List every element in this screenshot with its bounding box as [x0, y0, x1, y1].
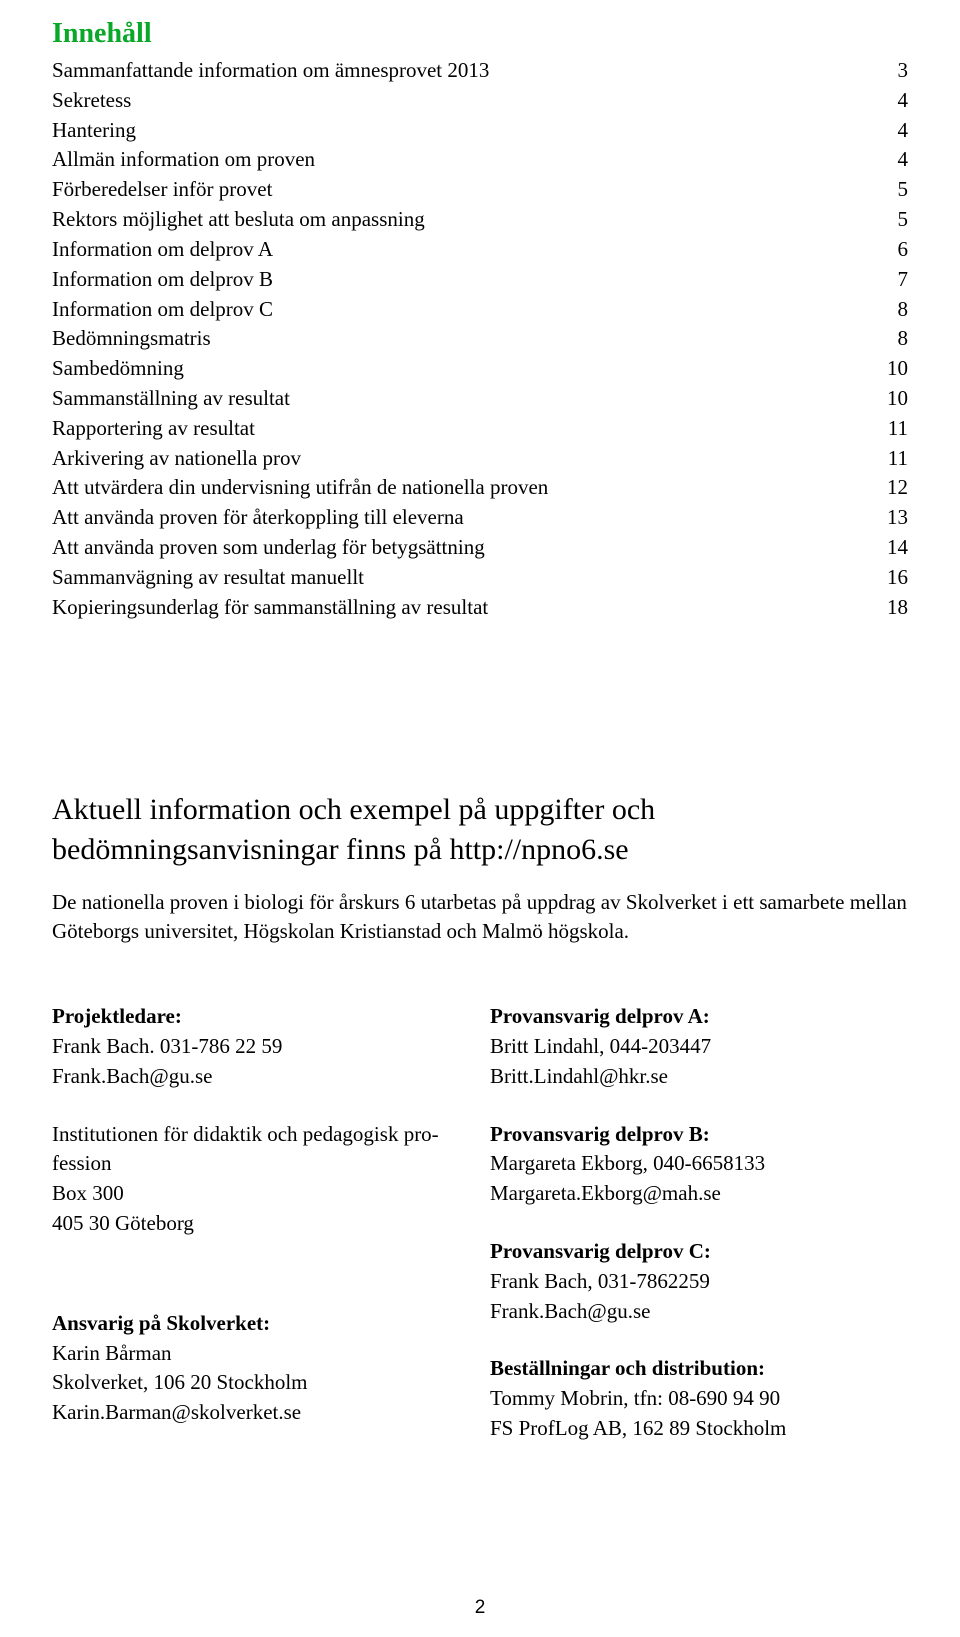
toc-label: Hantering [52, 116, 838, 146]
delprov-a-title: Provansvarig delprov A: [490, 1002, 908, 1032]
delprov-c-title: Provansvarig delprov C: [490, 1237, 908, 1267]
institution-line: Institutionen för didaktik och pedagogis… [52, 1120, 470, 1150]
bestallningar-org: FS ProfLog AB, 162 89 Stockholm [490, 1414, 908, 1444]
ansvarig-org: Skolverket, 106 20 Stockholm [52, 1368, 470, 1398]
delprov-c-block: Provansvarig delprov C: Frank Bach, 031-… [490, 1237, 908, 1326]
projektledare-block: Projektledare: Frank Bach. 031-786 22 59… [52, 1002, 470, 1091]
toc-label: Kopieringsunderlag för sammanställning a… [52, 593, 838, 623]
page-number: 2 [0, 1597, 960, 1619]
bestallningar-block: Beställningar och distribution: Tommy Mo… [490, 1354, 908, 1443]
toc-page: 10 [838, 354, 908, 384]
toc-label: Sammanställning av resultat [52, 384, 838, 414]
toc-row: Information om delprov C8 [52, 295, 908, 325]
toc-page: 18 [838, 593, 908, 623]
table-of-contents: Sammanfattande information om ämnesprove… [52, 56, 908, 622]
toc-title: Innehåll [52, 18, 908, 50]
toc-page: 5 [838, 175, 908, 205]
toc-page: 8 [838, 295, 908, 325]
toc-label: Sambedömning [52, 354, 838, 384]
institution-line: fession [52, 1149, 470, 1179]
delprov-b-name: Margareta Ekborg, 040-6658133 [490, 1149, 908, 1179]
toc-row: Sekretess4 [52, 86, 908, 116]
delprov-b-title: Provansvarig delprov B: [490, 1120, 908, 1150]
bestallningar-name: Tommy Mobrin, tfn: 08-690 94 90 [490, 1384, 908, 1414]
delprov-a-email: Britt.Lindahl@hkr.se [490, 1062, 908, 1092]
projektledare-name: Frank Bach. 031-786 22 59 [52, 1032, 470, 1062]
institution-line: Box 300 [52, 1179, 470, 1209]
toc-page: 10 [838, 384, 908, 414]
toc-page: 4 [838, 86, 908, 116]
toc-label: Rapportering av resultat [52, 414, 838, 444]
toc-row: Att utvärdera din undervisning utifrån d… [52, 473, 908, 503]
delprov-a-block: Provansvarig delprov A: Britt Lindahl, 0… [490, 1002, 908, 1091]
bestallningar-title: Beställningar och distribution: [490, 1354, 908, 1384]
toc-page: 4 [838, 116, 908, 146]
institution-line: 405 30 Göteborg [52, 1209, 470, 1239]
toc-label: Bedömningsmatris [52, 324, 838, 354]
toc-label: Förberedelser inför provet [52, 175, 838, 205]
toc-page: 12 [838, 473, 908, 503]
toc-row: Information om delprov B7 [52, 265, 908, 295]
toc-row: Att använda proven för återkoppling till… [52, 503, 908, 533]
projektledare-title: Projektledare: [52, 1002, 470, 1032]
toc-page: 3 [838, 56, 908, 86]
right-column: Provansvarig delprov A: Britt Lindahl, 0… [490, 1002, 908, 1472]
toc-row: Förberedelser inför provet5 [52, 175, 908, 205]
ansvarig-block: Ansvarig på Skolverket: Karin Bårman Sko… [52, 1309, 470, 1428]
toc-page: 7 [838, 265, 908, 295]
delprov-c-name: Frank Bach, 031-7862259 [490, 1267, 908, 1297]
toc-row: Att använda proven som underlag för bety… [52, 533, 908, 563]
toc-row: Kopieringsunderlag för sammanställning a… [52, 593, 908, 623]
toc-page: 8 [838, 324, 908, 354]
toc-row: Sambedömning10 [52, 354, 908, 384]
toc-page: 16 [838, 563, 908, 593]
toc-label: Sammanvägning av resultat manuellt [52, 563, 838, 593]
delprov-a-name: Britt Lindahl, 044-203447 [490, 1032, 908, 1062]
toc-label: Att använda proven som underlag för bety… [52, 533, 838, 563]
ansvarig-title: Ansvarig på Skolverket: [52, 1309, 470, 1339]
delprov-b-email: Margareta.Ekborg@mah.se [490, 1179, 908, 1209]
aktuell-heading-line1: Aktuell information och exempel på uppgi… [52, 790, 908, 830]
toc-label: Allmän information om proven [52, 145, 838, 175]
aktuell-body: De nationella proven i biologi för årsku… [52, 888, 908, 946]
toc-label: Sekretess [52, 86, 838, 116]
toc-row: Bedömningsmatris8 [52, 324, 908, 354]
toc-page: 11 [838, 414, 908, 444]
delprov-c-email: Frank.Bach@gu.se [490, 1297, 908, 1327]
toc-row: Rektors möjlighet att besluta om anpassn… [52, 205, 908, 235]
toc-row: Information om delprov A6 [52, 235, 908, 265]
toc-label: Sammanfattande information om ämnesprove… [52, 56, 838, 86]
toc-label: Information om delprov C [52, 295, 838, 325]
delprov-b-block: Provansvarig delprov B: Margareta Ekborg… [490, 1120, 908, 1209]
toc-label: Att utvärdera din undervisning utifrån d… [52, 473, 838, 503]
left-column: Projektledare: Frank Bach. 031-786 22 59… [52, 1002, 470, 1472]
toc-page: 4 [838, 145, 908, 175]
toc-label: Rektors möjlighet att besluta om anpassn… [52, 205, 838, 235]
institution-block: Institutionen för didaktik och pedagogis… [52, 1120, 470, 1239]
toc-row: Sammanvägning av resultat manuellt16 [52, 563, 908, 593]
projektledare-email: Frank.Bach@gu.se [52, 1062, 470, 1092]
toc-page: 11 [838, 444, 908, 474]
toc-label: Information om delprov A [52, 235, 838, 265]
toc-page: 5 [838, 205, 908, 235]
toc-label: Information om delprov B [52, 265, 838, 295]
toc-row: Rapportering av resultat11 [52, 414, 908, 444]
aktuell-heading-line2: bedömningsanvisningar finns på http://np… [52, 830, 908, 870]
toc-label: Arkivering av nationella prov [52, 444, 838, 474]
toc-page: 14 [838, 533, 908, 563]
toc-page: 6 [838, 235, 908, 265]
toc-label: Att använda proven för återkoppling till… [52, 503, 838, 533]
contacts-section: Projektledare: Frank Bach. 031-786 22 59… [52, 1002, 908, 1472]
toc-page: 13 [838, 503, 908, 533]
aktuell-heading: Aktuell information och exempel på uppgi… [52, 790, 908, 870]
toc-row: Sammanfattande information om ämnesprove… [52, 56, 908, 86]
toc-row: Allmän information om proven4 [52, 145, 908, 175]
toc-row: Hantering4 [52, 116, 908, 146]
toc-row: Sammanställning av resultat10 [52, 384, 908, 414]
ansvarig-name: Karin Bårman [52, 1339, 470, 1369]
toc-row: Arkivering av nationella prov11 [52, 444, 908, 474]
ansvarig-email: Karin.Barman@skolverket.se [52, 1398, 470, 1428]
